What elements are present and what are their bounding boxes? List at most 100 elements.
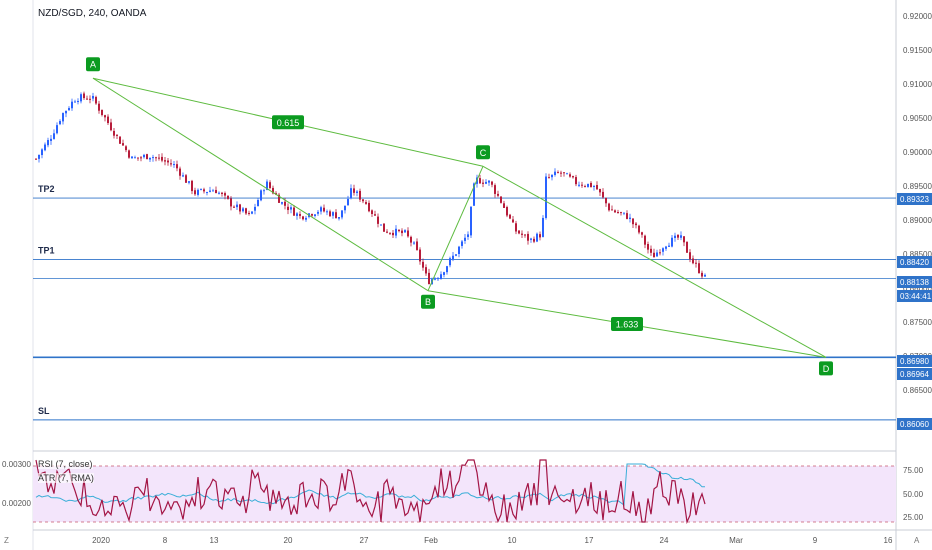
candle-body (197, 189, 199, 195)
candle-body (347, 198, 349, 206)
candle-body (200, 188, 202, 190)
candle-body (50, 138, 52, 141)
candle-body (140, 157, 142, 159)
candle-body (458, 246, 460, 255)
candle-body (350, 188, 352, 199)
hline-label-tp2: TP2 (38, 184, 55, 194)
candle-body (674, 235, 676, 239)
candle-body (122, 143, 124, 146)
pattern-point-label: D (823, 364, 830, 374)
price-tag-label: 0.86060 (900, 420, 929, 429)
axes: 0.92000 0.91500 0.91000 0.90500 0.90000 0.895… (2, 12, 932, 545)
candle-body (95, 96, 97, 104)
atr-line (35, 463, 706, 507)
candle-body (518, 230, 520, 234)
time-tick: Mar (729, 536, 743, 545)
candle-body (245, 208, 247, 214)
symbol-title[interactable]: NZD/SGD, 240, OANDA (38, 8, 147, 19)
candle-body (599, 188, 601, 193)
candle-body (305, 217, 307, 220)
candle-body (272, 187, 274, 194)
candle-body (62, 113, 64, 122)
candle-body (212, 190, 214, 192)
candle-body (83, 93, 85, 99)
candle-body (665, 246, 667, 249)
candle-body (302, 216, 304, 220)
pattern-point-d (819, 361, 833, 376)
candle-body (503, 203, 505, 208)
candle-body (416, 241, 418, 250)
candle-body (572, 176, 574, 178)
candle-body (158, 157, 160, 159)
candle-body (128, 150, 130, 158)
price-tag (897, 290, 932, 302)
candle-body (590, 182, 592, 187)
candle-body (317, 211, 319, 214)
horizontal-lines[interactable]: TP2 TP1 SL (33, 184, 896, 421)
candle-body (296, 213, 298, 216)
candle-body (167, 160, 169, 163)
time-tick: 10 (508, 536, 517, 545)
rsi-label[interactable]: RSI (7, close) (38, 459, 93, 469)
pattern-leg-bc (427, 166, 484, 291)
price-tick: 0.91000 (903, 80, 932, 89)
candle-body (326, 211, 328, 213)
candle-body (440, 274, 442, 279)
candle-body (143, 154, 145, 158)
candle-body (299, 214, 301, 216)
timezone-z-button[interactable]: Z (4, 536, 9, 545)
candle-body (191, 180, 193, 192)
candle-body (629, 217, 631, 219)
candle-body (485, 181, 487, 184)
candle-body (371, 210, 373, 215)
price-tag (897, 355, 932, 367)
candle-body (344, 205, 346, 211)
time-tick: 13 (210, 536, 219, 545)
candle-body (668, 245, 670, 247)
time-tick: 8 (163, 536, 168, 545)
candle-body (536, 233, 538, 242)
candle-body (515, 223, 517, 232)
candle-body (293, 207, 295, 216)
pattern-point-b (421, 294, 435, 309)
candle-body (524, 234, 526, 236)
time-tick: 27 (360, 536, 369, 545)
candle-body (467, 234, 469, 237)
candle-body (173, 164, 175, 166)
candle-body (377, 216, 379, 224)
atr-label[interactable]: ATR (7, RMA) (38, 473, 94, 483)
price-tag (897, 368, 932, 380)
candle-body (641, 232, 643, 235)
candle-body (398, 229, 400, 232)
candle-body (230, 198, 232, 207)
candle-body (89, 98, 91, 100)
time-tick: 17 (585, 536, 594, 545)
candle-body (218, 192, 220, 194)
candle-body (539, 234, 541, 238)
candle-body (557, 172, 559, 174)
candle-body (215, 189, 217, 194)
candle-body (149, 157, 151, 160)
candle-body (497, 193, 499, 196)
candle-body (47, 140, 49, 146)
candle-body (113, 130, 115, 136)
xabcd-pattern[interactable]: A B C D 0.615 1.633 (86, 57, 833, 376)
candle-body (380, 224, 382, 226)
price-tag (897, 418, 932, 430)
candle-body (617, 211, 619, 213)
candle-body (329, 211, 331, 217)
candle-body (500, 196, 502, 203)
auto-scale-button[interactable]: A (914, 536, 920, 545)
candle-body (251, 211, 253, 214)
time-tick: 24 (660, 536, 669, 545)
candle-body (107, 116, 109, 124)
candle-body (701, 272, 703, 277)
pattern-point-a (86, 57, 100, 72)
hline-label-tp1: TP1 (38, 245, 55, 255)
time-tick: Feb (424, 536, 438, 545)
price-tag-label: 0.88138 (900, 278, 929, 287)
candle-body (509, 214, 511, 219)
candle-body (284, 201, 286, 206)
